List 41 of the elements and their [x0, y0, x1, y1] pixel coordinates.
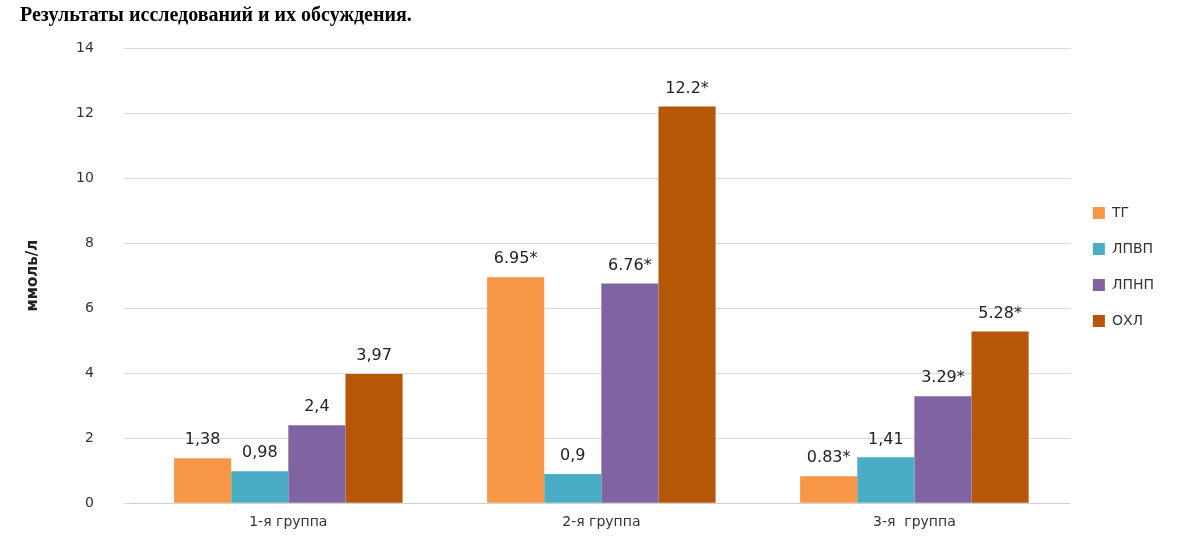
- data-label: 2,4: [304, 396, 330, 416]
- data-label: 1,41: [868, 428, 904, 448]
- chart-title: Результаты исследований и их обсуждения.: [20, 3, 412, 27]
- data-label: 0.83*: [806, 447, 851, 467]
- data-label: 3.29*: [921, 367, 965, 387]
- y-tick-label: 0: [84, 493, 94, 510]
- bar: [174, 458, 232, 503]
- y-tick-label: 14: [75, 38, 94, 55]
- bar: [857, 457, 915, 503]
- bar: [914, 396, 972, 503]
- data-label: 6.76*: [608, 254, 652, 274]
- x-tick-label: 3-я группа: [873, 513, 956, 530]
- data-label: 3,97: [356, 345, 392, 365]
- x-tick-label: 1-я группа: [249, 513, 328, 530]
- data-label: 5.28*: [978, 302, 1022, 322]
- data-label: 12.2*: [665, 77, 709, 97]
- y-tick-label: 2: [84, 428, 94, 445]
- bar: [971, 331, 1029, 503]
- data-label: 0,9: [560, 445, 586, 465]
- y-tick-label: 10: [75, 168, 94, 185]
- legend-label: ЛПВП: [1111, 239, 1154, 256]
- bar: [231, 471, 289, 503]
- y-tick-label: 12: [75, 103, 94, 120]
- data-label: 0,98: [241, 442, 278, 462]
- bar: [288, 425, 346, 503]
- legend-label: ТГ: [1110, 203, 1129, 220]
- x-tick-label: 2-я группа: [562, 513, 641, 530]
- bar: [601, 283, 659, 503]
- y-axis-title: ммоль/л: [22, 239, 41, 312]
- bar: [345, 374, 403, 503]
- data-label: 1,38: [184, 429, 221, 449]
- bar: [658, 106, 716, 503]
- bar: [487, 277, 545, 503]
- bar: [800, 476, 858, 503]
- legend-label: ОХЛ: [1111, 311, 1144, 328]
- y-tick-label: 6: [84, 298, 94, 315]
- data-label: 6.95*: [493, 248, 538, 268]
- y-tick-label: 4: [84, 363, 94, 380]
- bar: [544, 473, 602, 503]
- legend-label: ЛПНП: [1111, 275, 1154, 292]
- y-tick-label: 8: [84, 233, 94, 250]
